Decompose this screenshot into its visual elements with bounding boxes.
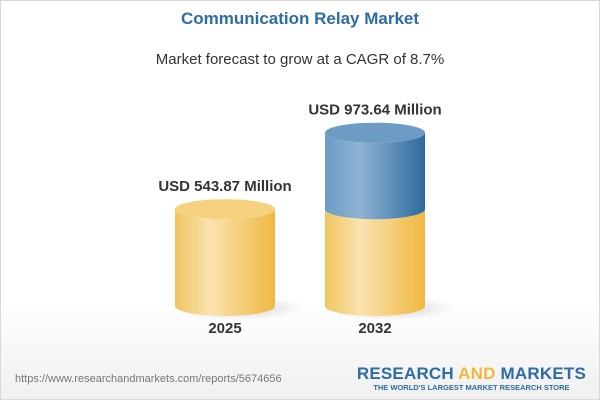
logo-text: MARKETS xyxy=(495,364,586,383)
logo-text-and: AND xyxy=(458,364,496,383)
cylinder-top-2025 xyxy=(175,199,275,220)
data-label: USD 543.87 Million xyxy=(158,178,291,195)
research-and-markets-logo: RESEARCH AND MARKETS THE WORLD'S LARGEST… xyxy=(357,365,586,393)
x-tick-label: 2025 xyxy=(208,320,241,337)
data-label: USD 973.64 Million xyxy=(308,102,441,119)
chart-title: Communication Relay Market xyxy=(180,9,420,28)
x-tick-label: 2032 xyxy=(358,320,391,337)
cylinder-growth-2032 xyxy=(325,132,425,220)
logo-text: RESEARCH xyxy=(356,364,459,383)
source-url[interactable]: https://www.researchandmarkets.com/repor… xyxy=(15,373,282,385)
logo-tagline: THE WORLD'S LARGEST MARKET RESEARCH STOR… xyxy=(373,383,570,392)
cylinder-base-2032 xyxy=(325,209,425,316)
cylinder-top-2032 xyxy=(325,122,425,143)
cylinder-base-2025 xyxy=(175,209,275,316)
chart-subtitle: Market forecast to grow at a CAGR of 8.7… xyxy=(155,51,445,68)
